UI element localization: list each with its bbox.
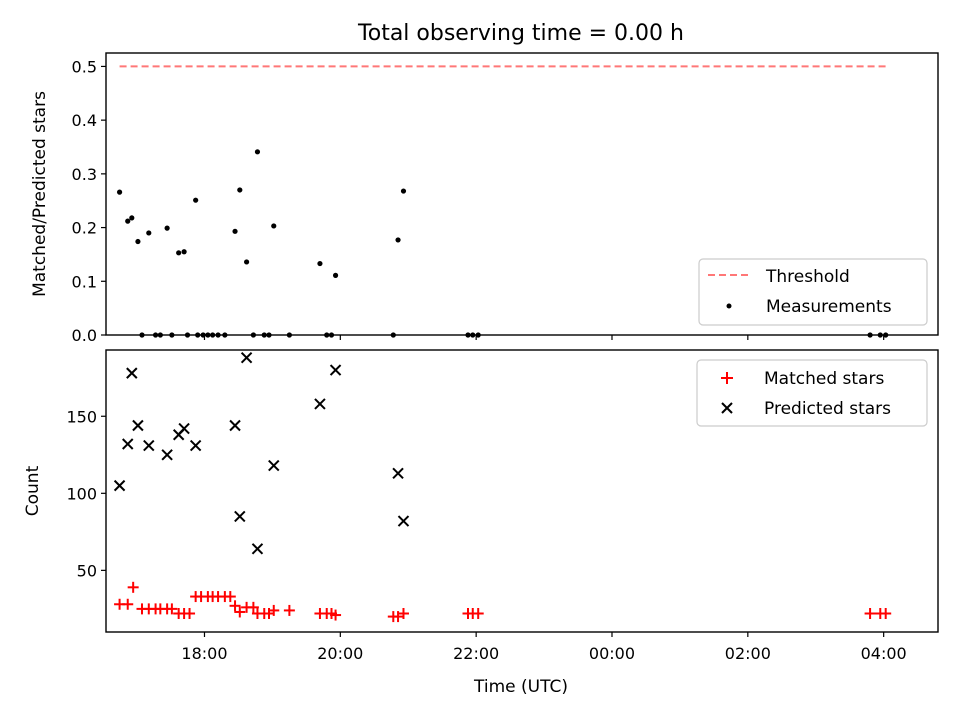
x-axis-label: Time (UTC) <box>473 677 568 697</box>
matched-stars-point <box>184 608 196 620</box>
measurement-point <box>125 218 131 224</box>
measurement-point <box>193 197 199 203</box>
measurement-point <box>271 223 277 229</box>
predicted-stars-point <box>240 351 253 364</box>
matched-stars-point <box>166 603 178 615</box>
predicted-stars-point <box>126 367 138 379</box>
measurement-point <box>254 149 261 155</box>
predicted-stars-point <box>397 515 410 527</box>
matched-stars-point <box>880 608 892 620</box>
matched-legend-swatch <box>721 372 733 384</box>
measurements-legend-swatch <box>726 303 732 309</box>
predicted-stars-point <box>329 364 342 376</box>
measurement-point <box>243 259 250 265</box>
bottom-axes-frame <box>105 349 939 633</box>
predicted-legend-label: Predicted stars <box>764 399 891 419</box>
measurement-point <box>176 250 182 256</box>
measurement-point <box>317 260 323 267</box>
measurement-point <box>164 225 170 231</box>
measurement-point <box>116 189 123 195</box>
bottom-y-tick-label: 150 <box>66 407 97 426</box>
matched-stars-point <box>122 598 134 610</box>
bottom-legend: Matched stars Predicted stars <box>696 359 928 427</box>
threshold-legend-label: Threshold <box>765 267 850 287</box>
matched-stars-point <box>229 600 241 612</box>
bottom-y-tick-label: 50 <box>77 561 97 580</box>
matched-stars-point <box>247 601 259 613</box>
matched-stars-point <box>127 581 139 593</box>
bottom-y-axis-label: Count <box>23 465 43 516</box>
top-y-tick-label: 0.5 <box>72 57 97 76</box>
measurement-point <box>146 230 152 236</box>
predicted-stars-point <box>268 459 280 472</box>
top-y-axis: 0.0 0.1 0.2 0.3 0.4 0.5 <box>72 57 106 345</box>
top-y-tick-label: 0.3 <box>72 165 97 184</box>
measurements-legend-label: Measurements <box>766 297 892 317</box>
figure-title: Total observing time = 0.00 h <box>357 21 684 46</box>
top-x-ticks <box>203 335 885 340</box>
measurement-point <box>232 228 238 234</box>
predicted-stars-point <box>229 419 241 432</box>
top-y-axis-label: Matched/Predicted stars <box>30 91 50 297</box>
matched-stars-point <box>283 604 295 616</box>
bottom-x-tick-label: 02:00 <box>725 644 771 663</box>
top-y-tick-label: 0.1 <box>72 272 97 291</box>
measurement-point <box>237 187 243 193</box>
predicted-legend-swatch <box>721 402 733 414</box>
predicted-stars-point <box>143 439 155 452</box>
predicted-stars-point <box>113 479 126 492</box>
matched-stars-point <box>472 608 484 620</box>
matched-stars-point <box>864 608 876 620</box>
bottom-plot-area <box>113 351 892 623</box>
predicted-stars-point <box>178 422 190 435</box>
bottom-y-axis: 50 100 150 <box>66 407 106 580</box>
predicted-stars-point <box>314 398 326 410</box>
measurement-point <box>181 249 187 255</box>
predicted-stars-point <box>161 449 173 461</box>
top-y-tick-label: 0.2 <box>72 219 97 238</box>
predicted-stars-point <box>234 510 246 523</box>
bottom-x-tick-label: 04:00 <box>861 644 907 663</box>
measurement-point <box>400 188 407 194</box>
matched-stars-point <box>397 608 409 620</box>
matched-stars-point <box>234 606 246 618</box>
top-y-tick-label: 0.0 <box>72 326 97 345</box>
matched-stars-point <box>224 591 236 603</box>
measurement-point <box>332 272 339 278</box>
predicted-stars-point <box>392 467 404 479</box>
bottom-x-tick-label: 20:00 <box>317 644 363 663</box>
bottom-x-axis: 18:00 20:00 22:00 00:00 02:00 04:00 <box>181 632 907 663</box>
predicted-stars-point <box>189 439 202 452</box>
top-legend-box <box>698 258 928 326</box>
predicted-stars-point <box>132 419 144 432</box>
measurement-point <box>129 215 135 221</box>
bottom-legend-box <box>696 359 928 427</box>
top-axes-frame <box>105 52 939 336</box>
top-legend: Threshold Measurements <box>698 258 928 326</box>
bottom-y-tick-label: 100 <box>66 484 97 503</box>
bottom-x-tick-label: 00:00 <box>589 644 635 663</box>
predicted-stars-point <box>122 438 134 450</box>
bottom-x-tick-label: 22:00 <box>453 644 499 663</box>
top-panel: 0.0 0.1 0.2 0.3 0.4 0.5 Matched/Predicted sta… <box>30 52 939 345</box>
measurement-point <box>395 237 401 243</box>
matched-legend-label: Matched stars <box>764 369 884 389</box>
bottom-x-tick-label: 18:00 <box>181 644 227 663</box>
measurement-point <box>135 238 141 245</box>
matched-stars-point <box>268 604 280 616</box>
matched-stars-point <box>330 609 342 621</box>
predicted-stars-point <box>251 543 264 555</box>
top-y-tick-label: 0.4 <box>72 111 97 130</box>
